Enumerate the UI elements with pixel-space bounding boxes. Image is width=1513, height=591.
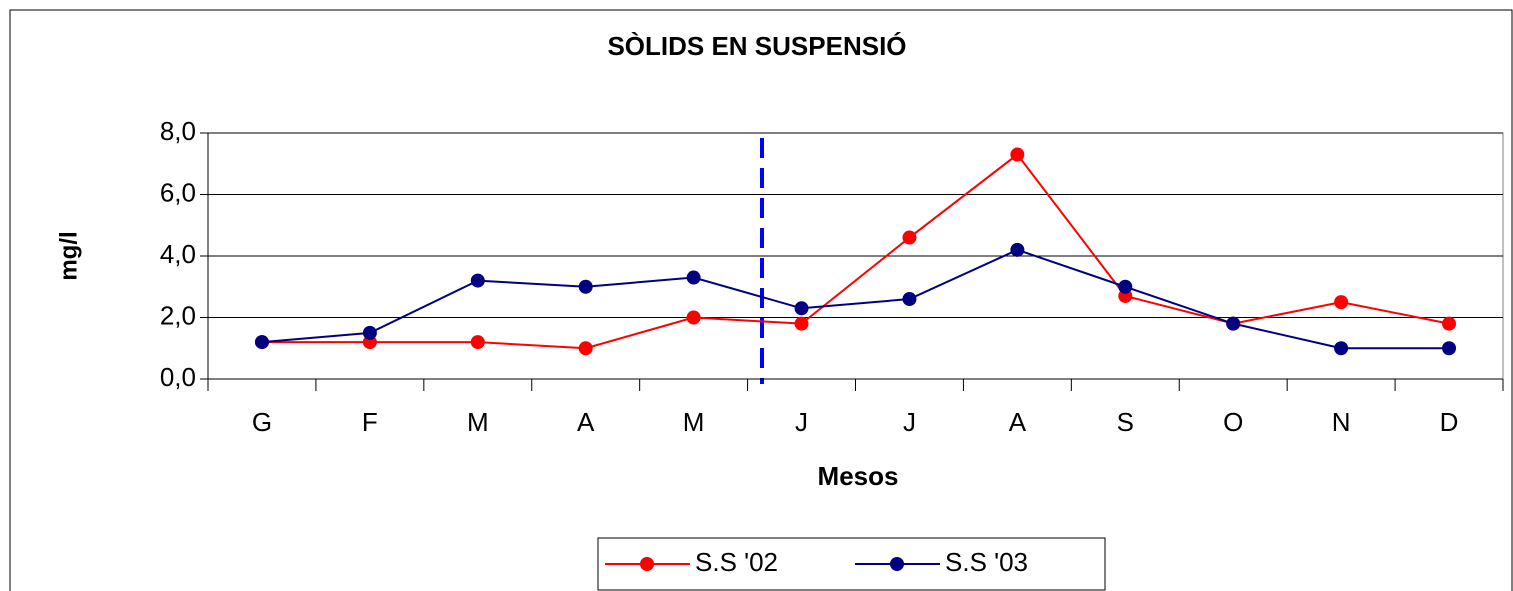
x-tick-label: M (467, 407, 489, 437)
data-point (362, 325, 377, 340)
data-point (1010, 147, 1025, 162)
y-tick-label: 2,0 (160, 300, 196, 330)
series-line (261, 248, 1450, 350)
data-point (686, 270, 701, 285)
data-point (1442, 316, 1457, 331)
x-tick-label: G (252, 407, 272, 437)
data-point (1010, 242, 1025, 257)
chart-title: SÒLIDS EN SUSPENSIÓ (607, 31, 906, 61)
x-tick-label: A (1009, 407, 1027, 437)
data-point (794, 301, 809, 316)
data-point (1334, 295, 1349, 310)
legend-label: S.S '03 (945, 547, 1028, 577)
x-tick-label: N (1332, 407, 1351, 437)
data-point (794, 316, 809, 331)
x-tick-label: J (795, 407, 808, 437)
x-tick-label: M (683, 407, 705, 437)
y-tick-label: 8,0 (160, 116, 196, 146)
data-point (902, 230, 917, 245)
x-axis-label: Mesos (818, 461, 899, 491)
y-axis-label: mg/l (55, 231, 82, 280)
legend-label: S.S '02 (695, 547, 778, 577)
x-tick-label: S (1117, 407, 1134, 437)
x-tick-label: A (577, 407, 595, 437)
data-point (470, 273, 485, 288)
data-point (578, 341, 593, 356)
y-tick-label: 4,0 (160, 239, 196, 269)
data-point (578, 279, 593, 294)
data-point (470, 335, 485, 350)
x-tick-label: F (362, 407, 378, 437)
data-point (1226, 316, 1241, 331)
x-tick-label: O (1223, 407, 1243, 437)
series-line (261, 153, 1450, 350)
data-point (1442, 341, 1457, 356)
x-tick-label: D (1440, 407, 1459, 437)
data-point (1118, 279, 1133, 294)
data-point (902, 292, 917, 307)
x-tick-label: J (903, 407, 916, 437)
y-tick-label: 0,0 (160, 362, 196, 392)
legend-marker (890, 557, 904, 571)
data-point (254, 335, 269, 350)
y-tick-label: 6,0 (160, 177, 196, 207)
data-point (1334, 341, 1349, 356)
legend-marker (640, 557, 654, 571)
data-point (686, 310, 701, 325)
